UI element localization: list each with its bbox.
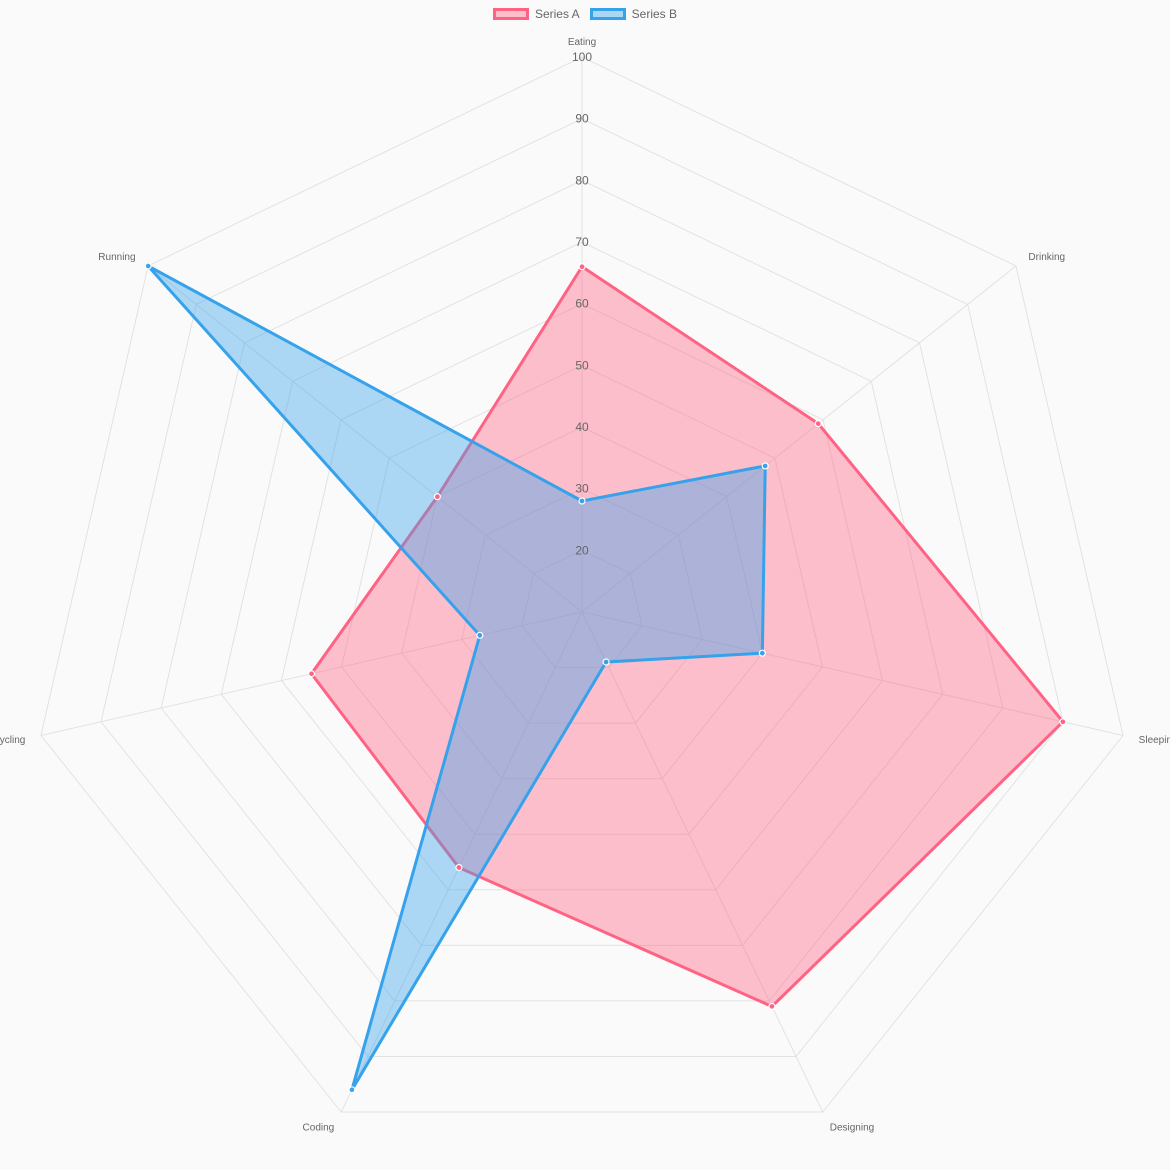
legend-item-series-b[interactable]: Series B [589, 7, 678, 21]
data-point-core-a-running [435, 494, 440, 499]
category-label-cycling: Cycling [0, 735, 25, 746]
grid-ring-20 [521, 549, 643, 669]
tick-label-20: 20 [575, 543, 589, 557]
legend-label-series-a: Series A [534, 7, 580, 21]
angle-line-drinking [581, 265, 1017, 613]
data-point-core-a-eating [579, 264, 585, 269]
series-area-a [309, 264, 1065, 1009]
data-point-core-b-drinking [763, 463, 768, 469]
legend-item-series-a[interactable]: Series A [492, 7, 580, 21]
legend: Series A Series B [0, 7, 1170, 21]
category-label-drinking: Drinking [1028, 252, 1065, 263]
data-point-core-b-sleeping [760, 650, 765, 656]
tick-label-100: 100 [572, 50, 592, 64]
data-point-core-a-designing [769, 1004, 775, 1009]
legend-label-series-b: Series B [631, 7, 678, 21]
tick-label-30: 30 [575, 482, 589, 496]
grid-ring-70 [220, 241, 944, 946]
grid-ring-50 [340, 364, 824, 835]
tick-label-90: 90 [575, 112, 589, 126]
grid-ring-80 [160, 179, 1004, 1002]
data-point-core-a-sleeping [1060, 719, 1066, 724]
tick-label-50: 50 [575, 358, 589, 372]
data-point-core-a-coding [456, 865, 462, 870]
data-point-core-b-coding [349, 1087, 355, 1093]
grid-ring-100 [40, 56, 1124, 1113]
category-label-sleeping: Sleeping [1139, 735, 1170, 746]
tick-label-40: 40 [575, 420, 589, 434]
tick-label-80: 80 [575, 173, 589, 187]
angle-line-coding [340, 611, 583, 1113]
category-label-running: Running [98, 252, 135, 263]
angle-line-running [147, 265, 583, 613]
data-point-core-b-cycling [477, 633, 482, 638]
category-label-eating: Eating [568, 37, 596, 48]
grid-ring-40 [401, 426, 763, 780]
angle-line-designing [581, 611, 824, 1113]
data-point-core-a-drinking [816, 421, 821, 426]
data-point-core-b-running [145, 263, 151, 269]
category-label-coding: Coding [303, 1122, 335, 1133]
series-area-b [146, 264, 767, 1091]
grid-ring-30 [461, 488, 703, 724]
data-point-core-a-cycling [309, 671, 314, 676]
data-point-core-b-designing [603, 659, 609, 665]
data-point-core-b-eating [579, 498, 585, 504]
grid-ring-60 [280, 303, 884, 891]
grid-ring-90 [100, 118, 1064, 1057]
legend-swatch-series-b [589, 8, 626, 20]
tick-label-70: 70 [575, 235, 589, 249]
tick-label-60: 60 [575, 297, 589, 311]
category-label-designing: Designing [830, 1122, 874, 1133]
legend-swatch-series-a [492, 8, 529, 20]
angle-line-sleeping [581, 611, 1124, 736]
